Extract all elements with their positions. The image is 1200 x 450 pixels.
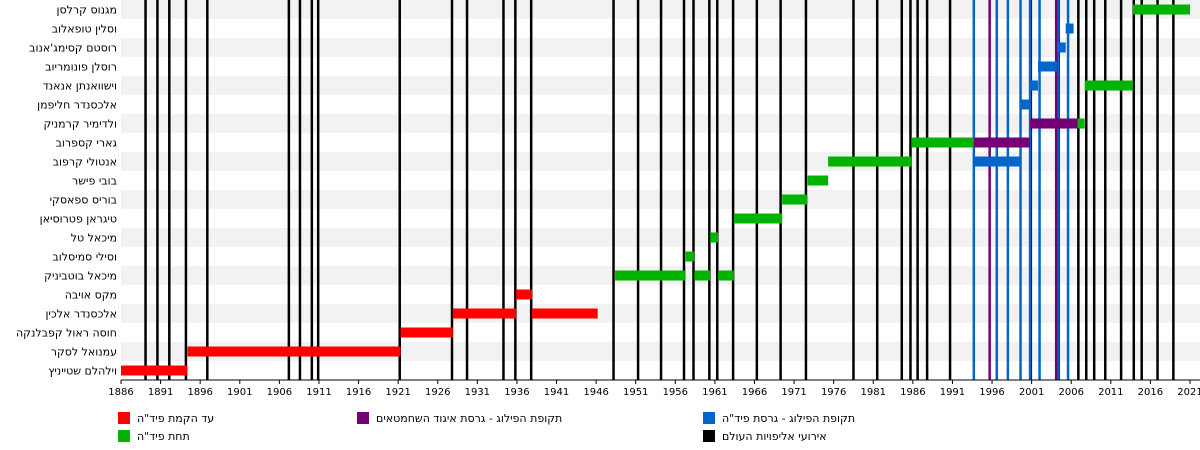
x-tick-label: 1986 bbox=[900, 387, 925, 398]
reign-bars bbox=[121, 4, 1190, 376]
legend-swatch bbox=[118, 430, 130, 442]
champion-label: מיכאל בוטביניק bbox=[44, 270, 117, 283]
x-tick-label: 1931 bbox=[465, 387, 490, 398]
x-tick-label: 1991 bbox=[940, 387, 965, 398]
reign-bar bbox=[718, 270, 734, 281]
x-tick-label: 1941 bbox=[544, 387, 569, 398]
legend-label: אירועי אליפויות העולם bbox=[722, 430, 827, 443]
champion-label: בוריס ספאסקי bbox=[50, 194, 117, 207]
x-tick-label: 1891 bbox=[148, 387, 173, 398]
reign-bar bbox=[1132, 4, 1190, 15]
reign-bar bbox=[1065, 23, 1074, 34]
x-tick-label: 1976 bbox=[821, 387, 846, 398]
reign-bar bbox=[1077, 118, 1085, 129]
x-tick-label: 1946 bbox=[583, 387, 608, 398]
reign-bar bbox=[615, 270, 686, 281]
reign-bar bbox=[911, 137, 974, 148]
x-tick-label: 2006 bbox=[1058, 387, 1083, 398]
x-tick-label: 1896 bbox=[187, 387, 212, 398]
event-lines bbox=[144, 0, 1175, 380]
reign-bar bbox=[685, 251, 695, 262]
champion-label: וילהלם שטייניץ bbox=[48, 365, 117, 378]
reign-bar bbox=[516, 289, 532, 300]
reign-bar bbox=[710, 232, 719, 243]
champion-label: מגנוס קרלסן bbox=[57, 4, 117, 17]
champion-label: אלכסנדר חליפמן bbox=[37, 99, 117, 112]
champion-label: ולדימיר קרמניק bbox=[43, 118, 117, 131]
reign-bar bbox=[1030, 80, 1038, 91]
champion-label: אנטולי קרפוב bbox=[53, 156, 117, 169]
champion-label: גארי קספרוב bbox=[56, 137, 118, 150]
x-tick-label: 2001 bbox=[1019, 387, 1044, 398]
x-tick-label: 1916 bbox=[346, 387, 371, 398]
reign-bar bbox=[807, 175, 829, 186]
x-tick-label: 1981 bbox=[861, 387, 886, 398]
champion-label: וישוואנתן אנאנד bbox=[43, 80, 117, 93]
legend-swatch bbox=[703, 412, 715, 424]
reign-bar bbox=[452, 308, 517, 319]
reign-bar bbox=[973, 156, 1020, 167]
legend-label: תקופת הפילוג - גרסת איגוד השחמטאים bbox=[376, 412, 562, 425]
champion-label: וסילי סמיסלוב bbox=[52, 251, 117, 264]
x-tick-label: 1911 bbox=[306, 387, 331, 398]
reign-bar bbox=[400, 327, 453, 338]
reign-bar bbox=[694, 270, 711, 281]
reign-bar bbox=[1019, 99, 1031, 110]
x-tick-label: 1906 bbox=[267, 387, 292, 398]
legend-label: תחת פיד"ה bbox=[137, 430, 190, 443]
reign-bar bbox=[1037, 61, 1057, 72]
legend-swatch bbox=[118, 412, 130, 424]
legend-swatch bbox=[703, 430, 715, 442]
champion-label: עמנואל לסקר bbox=[51, 346, 117, 359]
champion-label: חוסה ראול קפבלנקה bbox=[16, 327, 117, 340]
x-tick-label: 2016 bbox=[1138, 387, 1163, 398]
x-axis: 1886 1891 1896 1901 1906 1911 1916 1921 1926 1931… bbox=[108, 379, 1200, 398]
reign-bar bbox=[1030, 118, 1078, 129]
x-tick-label: 1966 bbox=[742, 387, 767, 398]
x-tick-label: 1961 bbox=[702, 387, 727, 398]
x-tick-label: 1926 bbox=[425, 387, 450, 398]
reign-bar bbox=[121, 365, 188, 376]
champion-label: רוסלן פונומריוב bbox=[45, 61, 117, 74]
reign-bar bbox=[782, 194, 808, 205]
x-tick-label: 1956 bbox=[663, 387, 688, 398]
champion-label: טיגראן פטרוסיאן bbox=[40, 213, 117, 226]
x-tick-label: 1921 bbox=[385, 387, 410, 398]
x-tick-label: 2011 bbox=[1098, 387, 1123, 398]
champion-label: רוסטם קסימג'אנוב bbox=[29, 42, 117, 55]
reign-bar bbox=[973, 137, 1031, 148]
x-tick-label: 1951 bbox=[623, 387, 648, 398]
champion-label: בובי פישר bbox=[72, 175, 117, 188]
champion-label: אלכסנדר אלכין bbox=[45, 308, 117, 321]
reign-bar bbox=[1084, 80, 1133, 91]
reign-bar bbox=[1056, 42, 1066, 53]
x-tick-label: 1971 bbox=[781, 387, 806, 398]
x-tick-label: 2021 bbox=[1177, 387, 1200, 398]
x-tick-label: 1996 bbox=[979, 387, 1004, 398]
legend-label: תקופת הפילוג - גרסת פיד"ה bbox=[722, 412, 855, 425]
legend-swatch bbox=[357, 412, 369, 424]
reign-bar bbox=[828, 156, 912, 167]
champion-label: מיכאל טל bbox=[71, 232, 117, 245]
reign-bar bbox=[733, 213, 783, 224]
champion-label: וסלין טופאלוב bbox=[52, 23, 117, 36]
champion-label: מקס אויבה bbox=[65, 289, 117, 302]
legend: עד הקמת פיד"ה תחת פיד"ה תקופת הפילוג - גרס… bbox=[118, 412, 855, 443]
x-tick-label: 1886 bbox=[108, 387, 133, 398]
reign-bar bbox=[187, 346, 401, 357]
reign-bar bbox=[531, 308, 598, 319]
x-tick-label: 1901 bbox=[227, 387, 252, 398]
legend-label: עד הקמת פיד"ה bbox=[137, 412, 214, 425]
x-tick-label: 1936 bbox=[504, 387, 529, 398]
champion-labels: מגנוס קרלסן וסלין טופאלוב רוסטם קסימג'אנוב… bbox=[16, 4, 117, 378]
